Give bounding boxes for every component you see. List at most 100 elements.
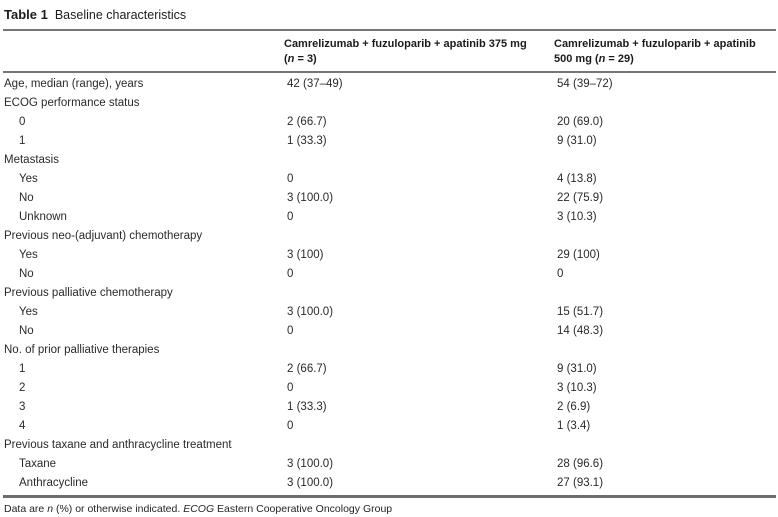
row-value-arm-500mg: 28 (96.6): [557, 458, 604, 470]
table-row: Anthracycline 3 (100.0) 27 (93.1): [3, 474, 776, 493]
row-value-arm-500mg: 1 (3.4): [557, 420, 591, 432]
row-value-arm-500mg: 15 (51.7): [557, 306, 604, 318]
row-value-arm-375mg: [284, 436, 554, 455]
table-row: 1 1 (33.3) 9 (31.0): [3, 132, 776, 151]
table-row: 2 0 3 (10.3): [3, 379, 776, 398]
table-row: No 3 (100.0) 22 (75.9): [3, 189, 776, 208]
row-value-arm-375mg: 2 (66.7): [287, 363, 327, 375]
row-label: 2: [19, 382, 26, 394]
footnote-ecog-definition: Eastern Cooperative Oncology Group: [214, 503, 393, 515]
row-value-arm-375mg: 1 (33.3): [287, 401, 327, 413]
table-number-label: Table 1: [4, 7, 48, 22]
header-arm-500mg-n: n: [598, 52, 606, 65]
row-value-arm-500mg: 20 (69.0): [557, 116, 604, 128]
row-label: Anthracycline: [19, 477, 89, 489]
row-label: Yes: [19, 173, 38, 185]
row-value-arm-375mg: [284, 151, 554, 170]
row-value-arm-500mg: 9 (31.0): [557, 363, 597, 375]
row-label: 1: [19, 135, 26, 147]
table-row: No. of prior palliative therapies: [3, 341, 776, 360]
row-value-arm-375mg: 3 (100.0): [287, 477, 334, 489]
row-value-arm-375mg: 0: [287, 325, 294, 337]
row-value-arm-500mg: 22 (75.9): [557, 192, 604, 204]
row-label: 4: [19, 420, 26, 432]
bottom-rule: [3, 495, 776, 498]
row-value-arm-500mg: 9 (31.0): [557, 135, 597, 147]
row-label: No: [19, 325, 34, 337]
row-label: Unknown: [19, 211, 67, 223]
row-value-arm-500mg: 29 (100): [557, 249, 600, 261]
row-value-arm-500mg: [554, 151, 776, 170]
row-value-arm-500mg: 27 (93.1): [557, 477, 604, 489]
row-value-arm-375mg: [284, 341, 554, 360]
row-value-arm-500mg: [554, 341, 776, 360]
row-label: Taxane: [19, 458, 57, 470]
row-label: Previous palliative chemotherapy: [4, 287, 173, 299]
header-arm-375mg: Camrelizumab + fuzuloparib + apatinib 37…: [284, 37, 554, 66]
row-value-arm-375mg: 0: [287, 173, 294, 185]
table-row: Yes 0 4 (13.8): [3, 170, 776, 189]
header-arm-500mg-dose: 500 mg (: [554, 52, 599, 65]
row-value-arm-375mg: [284, 284, 554, 303]
row-value-arm-375mg: 0: [287, 382, 294, 394]
header-arm-500mg-count: = 29): [605, 52, 634, 65]
row-label: No: [19, 268, 34, 280]
footnote-ecog-abbrev: ECOG: [183, 503, 215, 515]
header-arm-500mg: Camrelizumab + fuzuloparib + apatinib 50…: [554, 37, 776, 66]
row-value-arm-375mg: 3 (100): [287, 249, 324, 261]
header-arm-500mg-line1: Camrelizumab + fuzuloparib + apatinib: [554, 38, 756, 50]
table-row: ECOG performance status: [3, 94, 776, 113]
row-value-arm-375mg: 0: [287, 211, 294, 223]
table-row: 1 2 (66.7) 9 (31.0): [3, 360, 776, 379]
row-label: Yes: [19, 249, 38, 261]
row-label: Age, median (range), years: [4, 78, 144, 90]
table-row: Previous taxane and anthracycline treatm…: [3, 436, 776, 455]
row-value-arm-500mg: 2 (6.9): [557, 401, 591, 413]
row-value-arm-500mg: 14 (48.3): [557, 325, 604, 337]
row-value-arm-375mg: 3 (100.0): [287, 192, 334, 204]
table-row: Yes 3 (100) 29 (100): [3, 246, 776, 265]
row-value-arm-375mg: 42 (37–49): [287, 78, 343, 90]
row-value-arm-375mg: 1 (33.3): [287, 135, 327, 147]
table-row: 4 0 1 (3.4): [3, 417, 776, 436]
row-value-arm-500mg: 54 (39–72): [557, 78, 613, 90]
footnote-n-symbol: n: [47, 503, 54, 515]
header-arm-375mg-paren: (: [284, 52, 288, 65]
row-value-arm-375mg: 2 (66.7): [287, 116, 327, 128]
table-row: No 0 14 (48.3): [3, 322, 776, 341]
row-value-arm-375mg: [284, 227, 554, 246]
row-label: 1: [19, 363, 26, 375]
row-label: Previous neo-(adjuvant) chemotherapy: [4, 230, 203, 242]
header-arm-375mg-count: = 3): [294, 52, 317, 65]
table-caption: Baseline characteristics: [54, 8, 187, 22]
row-label: ECOG performance status: [4, 97, 140, 109]
row-value-arm-375mg: 3 (100.0): [287, 458, 334, 470]
row-value-arm-500mg: 0: [557, 268, 564, 280]
table-row: Yes 3 (100.0) 15 (51.7): [3, 303, 776, 322]
row-value-arm-500mg: 3 (10.3): [557, 211, 597, 223]
footnote-mid: (%) or otherwise indicated.: [53, 503, 184, 515]
row-value-arm-500mg: 3 (10.3): [557, 382, 597, 394]
header-rule: [3, 71, 776, 73]
table-row: No 0 0: [3, 265, 776, 284]
row-label: No: [19, 192, 34, 204]
header-arm-375mg-n: n: [287, 52, 295, 65]
table-row: Previous neo-(adjuvant) chemotherapy: [3, 227, 776, 246]
header-characteristic-column: [3, 37, 284, 66]
row-value-arm-375mg: 0: [287, 420, 294, 432]
table-row: Previous palliative chemotherapy: [3, 284, 776, 303]
row-label: 0: [19, 116, 26, 128]
table-row: Taxane 3 (100.0) 28 (96.6): [3, 455, 776, 474]
row-value-arm-375mg: [284, 94, 554, 113]
table-row: 3 1 (33.3) 2 (6.9): [3, 398, 776, 417]
row-label: Previous taxane and anthracycline treatm…: [4, 439, 232, 451]
footnote-pre: Data are: [4, 503, 48, 515]
table-body: Age, median (range), years 42 (37–49) 54…: [3, 73, 776, 495]
row-label: No. of prior palliative therapies: [4, 344, 160, 356]
table-row: 0 2 (66.7) 20 (69.0): [3, 113, 776, 132]
table-row: Age, median (range), years 42 (37–49) 54…: [3, 75, 776, 94]
row-label: 3: [19, 401, 26, 413]
table-row: Unknown 0 3 (10.3): [3, 208, 776, 227]
row-value-arm-375mg: 0: [287, 268, 294, 280]
